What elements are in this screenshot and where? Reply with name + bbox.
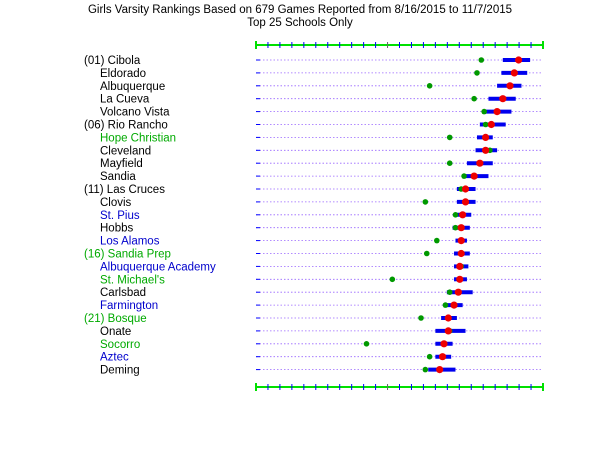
record-marker	[422, 366, 429, 373]
school-label: Albuquerque	[100, 81, 165, 93]
record-marker	[478, 57, 485, 63]
record-marker	[422, 199, 429, 205]
school-label: (06) Rio Rancho	[84, 120, 168, 132]
rating-marker	[482, 133, 490, 141]
school-label: Sandia	[100, 171, 136, 183]
record-marker	[471, 95, 477, 102]
record-marker	[426, 353, 433, 360]
record-marker	[423, 250, 430, 257]
school-label: (11) Las Cruces	[84, 184, 165, 196]
rating-marker	[440, 340, 448, 348]
rating-marker	[515, 56, 523, 64]
school-label: Clovis	[100, 197, 132, 209]
school-label: Mayfield	[100, 158, 143, 170]
rating-marker	[438, 353, 447, 361]
school-label: St. Michael's	[100, 274, 165, 286]
rating-marker	[506, 82, 514, 90]
rating-marker	[459, 211, 467, 219]
record-marker	[452, 212, 459, 218]
school-label: Aztec	[100, 352, 129, 364]
rating-marker	[457, 224, 465, 232]
school-label: Hobbs	[100, 223, 133, 235]
record-marker	[363, 341, 370, 347]
rating-marker	[444, 314, 452, 322]
rating-marker	[457, 237, 465, 245]
record-marker	[482, 121, 489, 128]
school-label: Eldorado	[100, 68, 146, 80]
record-marker	[446, 134, 453, 141]
record-marker	[481, 108, 487, 115]
school-label: St. Pius	[100, 210, 140, 222]
rating-marker	[461, 185, 470, 193]
rating-marker	[499, 95, 507, 103]
school-label: Carlsbad	[100, 287, 146, 299]
school-label: Deming	[100, 365, 140, 377]
school-label: (21) Bosque	[84, 313, 147, 325]
record-marker	[389, 276, 396, 283]
chart-title: Girls Varsity Rankings Based on 679 Game…	[87, 4, 513, 16]
record-marker	[426, 83, 433, 89]
school-label: Cleveland	[100, 145, 151, 157]
rating-marker	[476, 159, 484, 167]
record-marker	[452, 224, 459, 231]
rating-marker	[510, 69, 518, 77]
school-label: Albuquerque Academy	[100, 261, 216, 273]
rating-marker	[436, 366, 444, 374]
rating-marker	[493, 108, 501, 116]
rating-marker	[450, 301, 458, 309]
rating-marker	[444, 327, 452, 335]
record-marker	[474, 70, 480, 76]
record-marker	[446, 289, 453, 296]
rating-marker	[456, 262, 464, 270]
record-marker	[442, 302, 449, 308]
record-marker	[418, 315, 424, 321]
school-label: (01) Cibola	[84, 55, 141, 67]
record-marker	[446, 160, 453, 166]
record-marker	[461, 173, 467, 179]
school-label: Volcano Vista	[100, 107, 170, 119]
rating-marker	[454, 288, 462, 296]
record-marker	[434, 237, 440, 244]
rating-marker	[470, 172, 478, 180]
school-label: Farmington	[100, 300, 158, 312]
school-label: Los Alamos	[100, 236, 160, 248]
rating-marker	[482, 146, 490, 154]
rating-marker	[487, 120, 495, 129]
school-label: Socorro	[100, 339, 140, 351]
school-label: (16) Sandia Prep	[84, 249, 171, 261]
rating-marker	[461, 198, 470, 206]
school-label: Onate	[100, 326, 131, 338]
school-label: Hope Christian	[100, 132, 176, 144]
school-label: La Cueva	[100, 94, 150, 106]
rating-marker	[456, 275, 464, 283]
rating-marker	[457, 249, 465, 258]
chart-subtitle: Top 25 Schools Only	[247, 17, 353, 29]
